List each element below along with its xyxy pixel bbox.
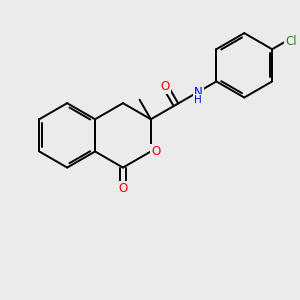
Text: O: O	[118, 182, 128, 195]
Text: H: H	[194, 95, 202, 106]
Text: O: O	[161, 80, 170, 93]
Text: N: N	[194, 86, 203, 99]
Text: Cl: Cl	[286, 35, 297, 48]
Text: O: O	[152, 145, 161, 158]
